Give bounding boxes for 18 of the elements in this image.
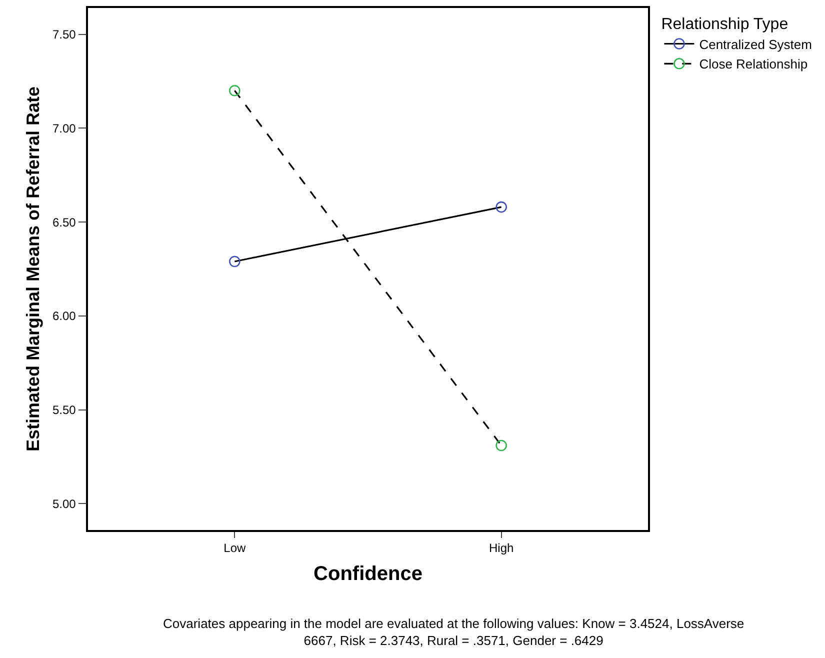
y-tick-label: 6.50: [52, 215, 76, 230]
point: [229, 256, 240, 268]
legend-label: Centralized System: [699, 36, 812, 52]
y-tick-label: 5.00: [52, 496, 76, 511]
point: [496, 201, 507, 213]
x-tick-label: Low: [224, 541, 246, 556]
y-axis-title: Estimated Marginal Means of Referral Rate: [23, 86, 44, 452]
y-tick-label: 7.00: [52, 121, 76, 136]
legend-label: Close Relationship: [699, 56, 808, 72]
legend-title: Relationship Type: [661, 16, 788, 33]
point: [229, 84, 240, 96]
x-tick-label: High: [488, 541, 514, 556]
y-tick-label: 5.50: [52, 403, 76, 418]
x-axis-title: Confidence: [314, 563, 422, 586]
text: Covariates appearing in the model are evaluated at the following values: Know = 3.4524, LossAverse 6667, Risk = 2.3743, Rural = .3571, Gender = .6429: [163, 616, 744, 648]
point: [496, 440, 507, 452]
y-tick-label: 7.50: [52, 27, 76, 42]
y-tick-label: 6.00: [52, 309, 76, 324]
